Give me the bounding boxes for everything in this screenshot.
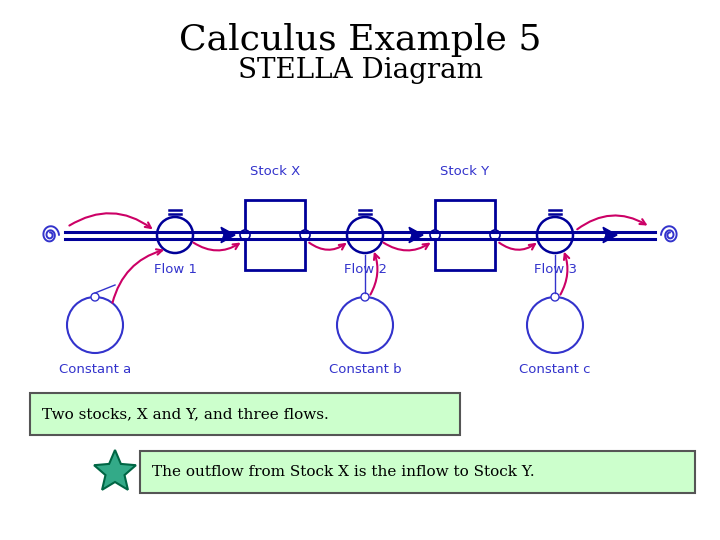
Text: Calculus Example 5: Calculus Example 5 — [179, 23, 541, 57]
Text: Flow 2: Flow 2 — [343, 263, 387, 276]
Circle shape — [91, 293, 99, 301]
FancyArrowPatch shape — [560, 254, 570, 295]
Bar — [140, 451, 695, 493]
Text: STELLA Diagram: STELLA Diagram — [238, 57, 482, 84]
Bar — [245, 200, 305, 270]
Polygon shape — [603, 227, 617, 242]
Polygon shape — [94, 450, 136, 490]
Circle shape — [527, 297, 583, 353]
FancyArrowPatch shape — [499, 242, 535, 250]
Text: The outflow from Stock X is the inflow to Stock Y.: The outflow from Stock X is the inflow t… — [152, 465, 535, 479]
FancyArrowPatch shape — [383, 242, 428, 251]
Text: Stock Y: Stock Y — [441, 165, 490, 178]
Circle shape — [430, 230, 440, 240]
FancyArrowPatch shape — [69, 213, 151, 228]
Circle shape — [551, 293, 559, 301]
Text: Constant a: Constant a — [59, 363, 131, 376]
Text: Constant b: Constant b — [329, 363, 401, 376]
Text: Stock X: Stock X — [250, 165, 300, 178]
Circle shape — [300, 230, 310, 240]
Circle shape — [361, 293, 369, 301]
Text: Two stocks, X and Y, and three flows.: Two stocks, X and Y, and three flows. — [42, 407, 329, 421]
Bar — [435, 200, 495, 270]
Polygon shape — [221, 227, 235, 242]
FancyArrowPatch shape — [112, 249, 162, 303]
Circle shape — [67, 297, 123, 353]
Text: Flow 3: Flow 3 — [534, 263, 577, 276]
FancyArrowPatch shape — [193, 242, 239, 251]
Circle shape — [157, 217, 193, 253]
FancyArrowPatch shape — [309, 242, 345, 250]
Circle shape — [240, 230, 250, 240]
Text: Flow 1: Flow 1 — [153, 263, 197, 276]
Bar — [30, 393, 460, 435]
Text: Constant c: Constant c — [519, 363, 590, 376]
Polygon shape — [409, 227, 423, 242]
Circle shape — [337, 297, 393, 353]
Circle shape — [347, 217, 383, 253]
Circle shape — [490, 230, 500, 240]
Circle shape — [537, 217, 573, 253]
FancyArrowPatch shape — [370, 254, 379, 295]
FancyArrowPatch shape — [577, 215, 646, 230]
